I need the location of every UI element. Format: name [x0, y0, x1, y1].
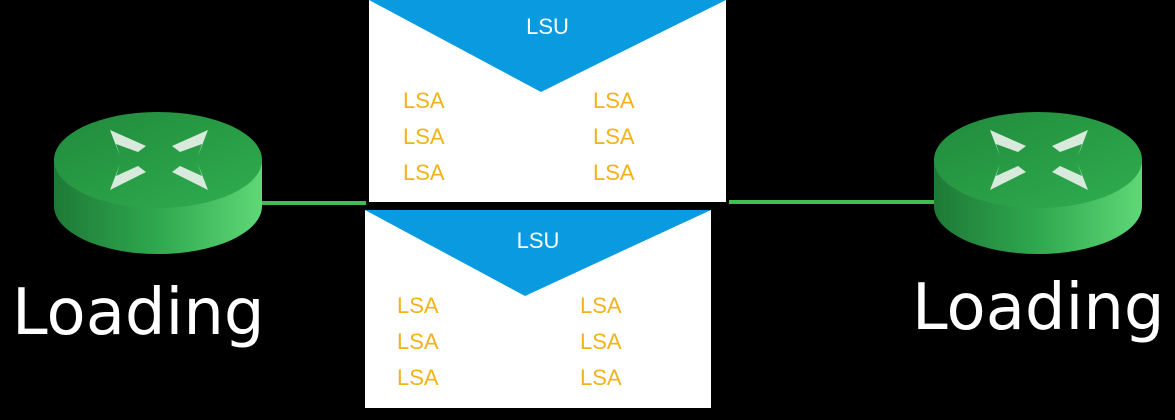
router-left-state: Loading	[12, 276, 265, 350]
lsu-envelope-bottom: LSU LSA LSA LSA LSA LSA LSA	[362, 207, 714, 411]
lsa-column-left: LSA LSA LSA	[403, 83, 445, 191]
lsu-envelope-top: LSU LSA LSA LSA LSA LSA LSA	[366, 0, 729, 205]
lsa-item: LSA	[580, 365, 622, 390]
lsa-item: LSA	[593, 88, 635, 113]
lsa-item: LSA	[593, 124, 635, 149]
router-right-state: Loading	[912, 271, 1165, 345]
router-left	[50, 108, 266, 258]
lsa-column-left: LSA LSA LSA	[397, 288, 439, 396]
lsu-label: LSU	[526, 14, 569, 39]
link-line-left	[255, 201, 370, 205]
lsa-column-right: LSA LSA LSA	[580, 288, 622, 396]
lsa-column-right: LSA LSA LSA	[593, 83, 635, 191]
lsa-item: LSA	[580, 329, 622, 354]
lsa-item: LSA	[403, 124, 445, 149]
envelope-flap	[365, 210, 711, 296]
router-icon	[934, 112, 1142, 254]
router-icon	[54, 112, 262, 254]
lsa-item: LSA	[397, 329, 439, 354]
link-line-right	[728, 200, 943, 204]
lsu-label: LSU	[516, 228, 560, 253]
lsa-item: LSA	[403, 88, 445, 113]
lsa-item: LSA	[397, 293, 439, 318]
router-right	[930, 108, 1146, 258]
envelope-flap	[369, 0, 726, 92]
lsa-item: LSA	[403, 160, 445, 185]
lsa-item: LSA	[397, 365, 439, 390]
lsa-item: LSA	[593, 160, 635, 185]
lsa-item: LSA	[580, 293, 622, 318]
